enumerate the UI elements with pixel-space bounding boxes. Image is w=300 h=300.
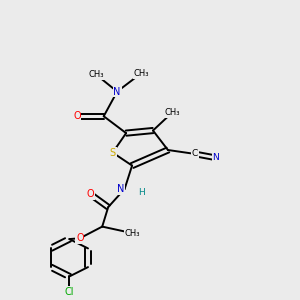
Text: Cl: Cl (64, 287, 74, 297)
Text: CH₃: CH₃ (133, 69, 149, 78)
Text: O: O (73, 111, 81, 121)
Text: S: S (110, 148, 116, 158)
Text: CH₃: CH₃ (165, 108, 180, 117)
Text: N: N (113, 87, 121, 97)
Text: O: O (86, 189, 94, 199)
Text: H: H (138, 188, 144, 196)
Text: CH₃: CH₃ (124, 229, 140, 238)
Text: O: O (76, 233, 84, 243)
Text: N: N (212, 153, 219, 162)
Text: N: N (117, 184, 124, 194)
Text: C: C (192, 149, 198, 158)
Text: CH₃: CH₃ (88, 70, 104, 79)
